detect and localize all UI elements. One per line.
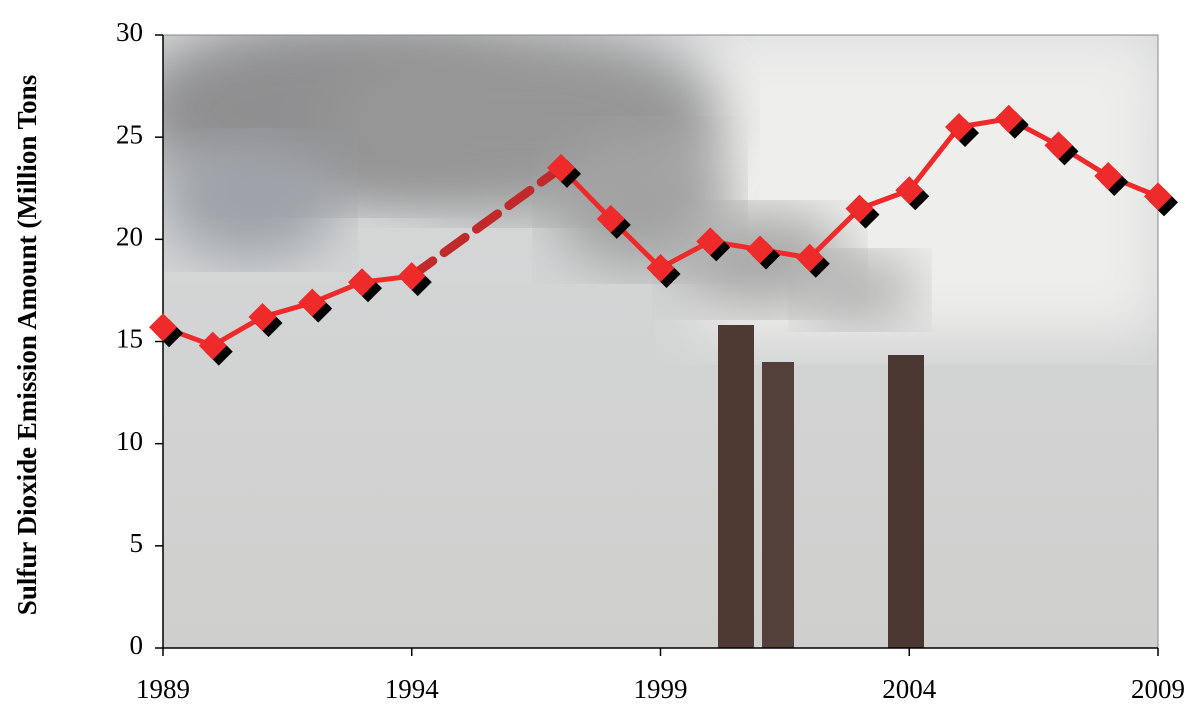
marker <box>646 253 681 288</box>
marker-diamond <box>547 153 575 182</box>
marker <box>895 176 930 211</box>
marker-diamond <box>646 253 675 282</box>
y-tick-label: 20 <box>116 222 143 252</box>
marker <box>248 302 283 337</box>
marker <box>149 313 183 348</box>
marker <box>1094 161 1129 196</box>
marker-diamond <box>348 268 376 297</box>
marker-diamond <box>1144 182 1172 211</box>
marker-diamond <box>298 288 327 317</box>
marker-diamond <box>1044 131 1073 160</box>
marker-diamond <box>845 194 874 223</box>
marker-diamond <box>1094 161 1123 190</box>
marker <box>795 243 830 278</box>
x-tick-label: 2009 <box>1131 674 1185 704</box>
y-tick-label: 10 <box>116 426 143 456</box>
marker-diamond <box>596 204 625 233</box>
marker-diamond <box>696 227 725 256</box>
y-tick-label: 5 <box>130 528 144 558</box>
y-tick-label: 0 <box>130 630 144 660</box>
y-tick-label: 25 <box>116 119 143 149</box>
x-tick-label: 1999 <box>634 674 688 704</box>
x-tick-label: 1989 <box>136 674 190 704</box>
marker-diamond <box>795 243 824 272</box>
x-tick-label: 2004 <box>882 674 937 704</box>
marker-diamond <box>198 331 227 360</box>
marker <box>1044 131 1079 166</box>
marker-diamond <box>895 176 924 205</box>
y-tick-label: 15 <box>116 324 143 354</box>
marker-diamond <box>945 112 973 141</box>
line-segment <box>906 124 962 193</box>
marker <box>348 268 382 303</box>
marker-diamond <box>746 235 774 264</box>
marker <box>845 194 880 229</box>
marker <box>746 235 780 270</box>
marker <box>696 227 731 262</box>
marker <box>945 112 979 147</box>
marker-diamond <box>397 262 426 291</box>
marker <box>994 104 1029 139</box>
marker <box>397 262 432 297</box>
marker-diamond <box>248 302 277 331</box>
x-tick-label: 1994 <box>385 674 440 704</box>
marker-diamond <box>149 313 177 342</box>
marker <box>1144 182 1178 217</box>
marker <box>547 153 581 188</box>
y-tick-label: 30 <box>116 17 143 47</box>
gap-segment <box>407 163 566 281</box>
marker <box>198 331 233 366</box>
y-axis-label: Sulfur Dioxide Emission Amount (Million … <box>12 75 42 615</box>
line-segment <box>807 206 862 261</box>
marker-diamond <box>994 104 1023 133</box>
marker <box>596 204 631 239</box>
marker <box>298 288 333 323</box>
